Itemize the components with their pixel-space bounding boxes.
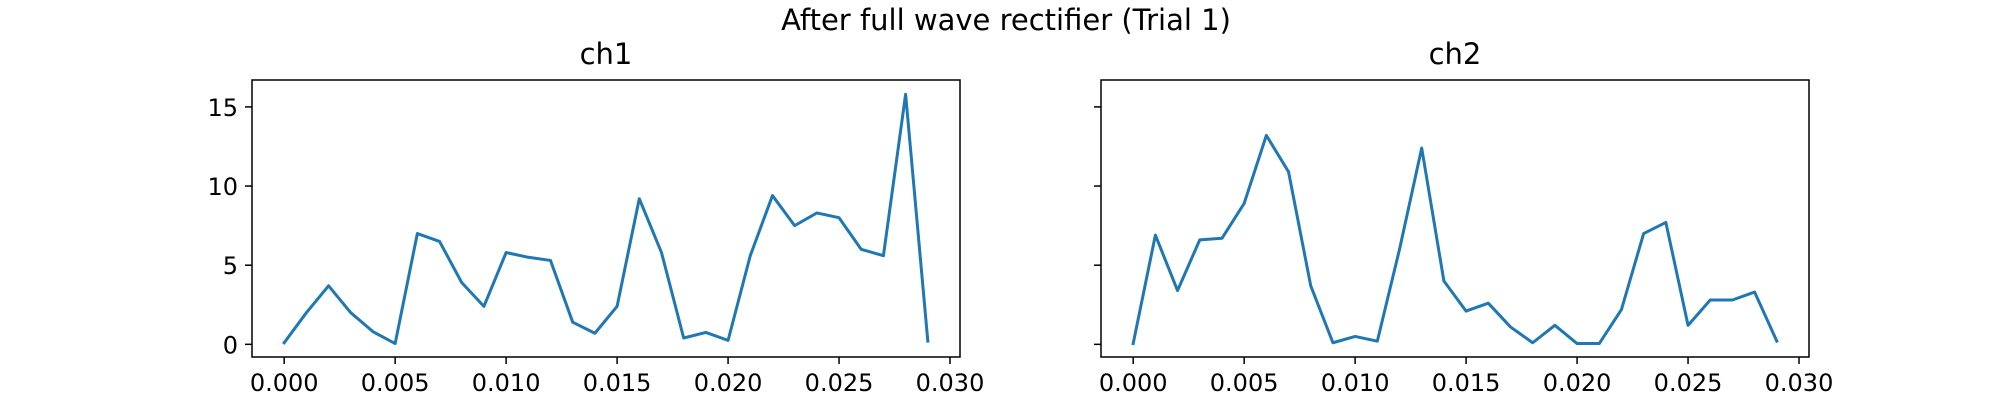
x-tick-label: 0.025 (1654, 369, 1723, 397)
x-tick-label: 0.025 (805, 369, 874, 397)
x-tick-label: 0.020 (1543, 369, 1612, 397)
series-line (282, 92, 930, 346)
x-tick-label: 0.020 (694, 369, 763, 397)
x-tick-label: 0.015 (583, 369, 652, 397)
x-tick-label: 0.030 (1765, 369, 1834, 397)
x-tick-label: 0.010 (1321, 369, 1390, 397)
x-tick-label: 0.000 (1099, 369, 1168, 397)
series-line (1131, 133, 1779, 346)
x-tick-label: 0.000 (250, 369, 319, 397)
axes-frame (1100, 79, 1810, 358)
subplot-2: ch2 0.000 0.005 0.010 0.015 0.020 0.025 0.030 (1094, 37, 1833, 397)
x-tick-label: 0.030 (916, 369, 985, 397)
subplot-title: ch1 (580, 37, 633, 71)
y-tick-label: 10 (207, 173, 238, 201)
x-tick-label: 0.010 (472, 369, 541, 397)
subplot-1: ch1 0.000 0.005 0.010 0.015 0.020 0.025 0.030 0 5… (207, 37, 984, 397)
figure-suptitle: After full wave rectifier (Trial 1) (781, 3, 1231, 37)
y-tick-label: 5 (223, 252, 238, 280)
y-tick-label: 15 (207, 94, 238, 122)
y-tick-label: 0 (223, 331, 238, 359)
subplot-title: ch2 (1429, 37, 1482, 71)
x-tick-label: 0.005 (361, 369, 430, 397)
x-tick-label: 0.015 (1432, 369, 1501, 397)
subplots: ch1 0.000 0.005 0.010 0.015 0.020 0.025 0.030 0 5… (207, 37, 1833, 397)
axes-frame (251, 79, 961, 358)
x-tick-label: 0.005 (1210, 369, 1279, 397)
